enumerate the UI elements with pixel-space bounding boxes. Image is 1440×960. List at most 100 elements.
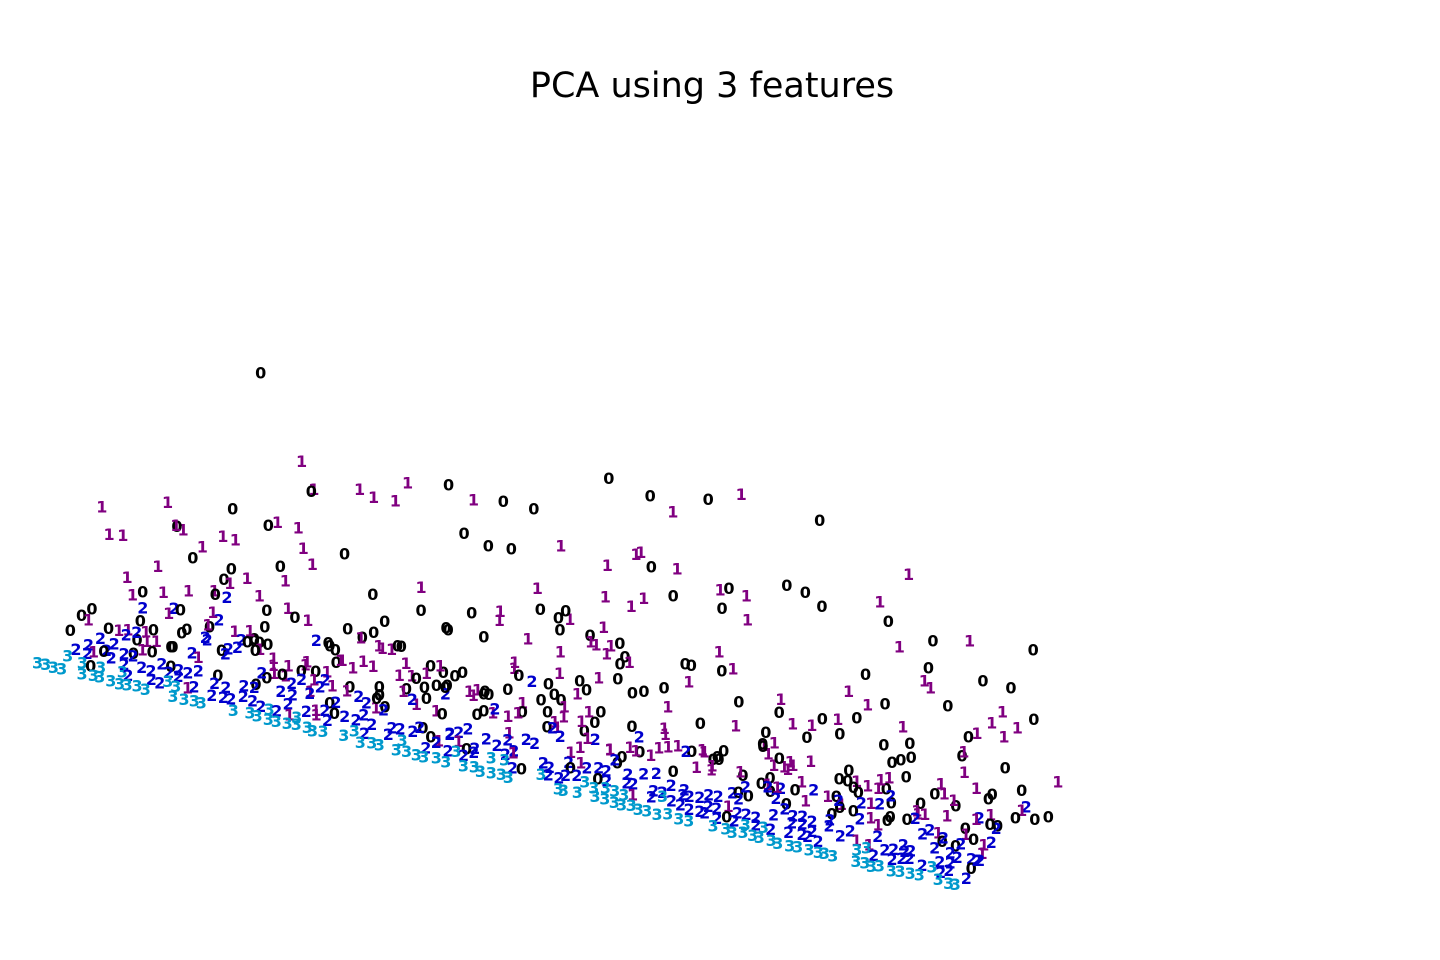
point-class-2: 2 bbox=[935, 863, 946, 882]
point-class-0: 0 bbox=[479, 682, 490, 701]
point-class-2: 2 bbox=[609, 750, 620, 769]
point-class-1: 1 bbox=[162, 493, 173, 512]
point-class-3: 3 bbox=[264, 700, 275, 719]
point-class-2: 2 bbox=[628, 775, 639, 794]
point-class-3: 3 bbox=[804, 841, 815, 860]
point-class-2: 2 bbox=[680, 742, 691, 761]
point-class-0: 0 bbox=[416, 601, 427, 620]
point-class-2: 2 bbox=[529, 734, 540, 753]
point-class-1: 1 bbox=[83, 610, 94, 629]
point-class-1: 1 bbox=[555, 537, 566, 556]
point-class-0: 0 bbox=[339, 545, 350, 564]
point-class-0: 0 bbox=[218, 570, 229, 589]
point-class-3: 3 bbox=[228, 701, 239, 720]
point-class-1: 1 bbox=[202, 615, 213, 634]
point-class-1: 1 bbox=[373, 636, 384, 655]
point-class-3: 3 bbox=[374, 736, 385, 755]
point-class-1: 1 bbox=[431, 701, 442, 720]
point-class-0: 0 bbox=[543, 675, 554, 694]
point-class-3: 3 bbox=[496, 765, 507, 784]
point-class-0: 0 bbox=[977, 671, 988, 690]
point-class-0: 0 bbox=[98, 642, 109, 661]
point-class-0: 0 bbox=[498, 492, 509, 511]
point-class-1: 1 bbox=[229, 622, 240, 641]
point-class-1: 1 bbox=[487, 704, 498, 723]
point-class-0: 0 bbox=[883, 612, 894, 631]
point-class-1: 1 bbox=[865, 808, 876, 827]
point-class-2: 2 bbox=[83, 635, 94, 654]
point-class-0: 0 bbox=[659, 678, 670, 697]
point-class-1: 1 bbox=[269, 664, 280, 683]
point-class-0: 0 bbox=[716, 662, 727, 681]
point-class-0: 0 bbox=[589, 713, 600, 732]
point-class-0: 0 bbox=[128, 644, 139, 663]
point-class-0: 0 bbox=[212, 666, 223, 685]
point-class-2: 2 bbox=[563, 753, 574, 772]
point-class-1: 1 bbox=[549, 713, 560, 732]
point-class-0: 0 bbox=[733, 783, 744, 802]
point-class-0: 0 bbox=[425, 656, 436, 675]
point-class-0: 0 bbox=[1028, 710, 1039, 729]
point-class-1: 1 bbox=[806, 716, 817, 735]
point-class-2: 2 bbox=[469, 739, 480, 758]
point-class-1: 1 bbox=[997, 702, 1008, 721]
point-class-2: 2 bbox=[378, 701, 389, 720]
point-class-2: 2 bbox=[666, 776, 677, 795]
point-class-2: 2 bbox=[694, 802, 705, 821]
point-class-0: 0 bbox=[929, 785, 940, 804]
point-class-2: 2 bbox=[440, 685, 451, 704]
point-class-0: 0 bbox=[616, 748, 627, 767]
point-class-0: 0 bbox=[774, 749, 785, 768]
point-class-2: 2 bbox=[904, 849, 915, 868]
point-class-0: 0 bbox=[478, 627, 489, 646]
point-class-2: 2 bbox=[657, 783, 668, 802]
point-class-0: 0 bbox=[765, 782, 776, 801]
point-class-0: 0 bbox=[686, 656, 697, 675]
point-class-1: 1 bbox=[398, 682, 409, 701]
point-class-3: 3 bbox=[819, 844, 830, 863]
point-class-1: 1 bbox=[897, 718, 908, 737]
point-class-1: 1 bbox=[400, 654, 411, 673]
point-class-2: 2 bbox=[386, 719, 397, 738]
point-class-2: 2 bbox=[824, 811, 835, 830]
point-class-0: 0 bbox=[603, 469, 614, 488]
point-class-0: 0 bbox=[801, 728, 812, 747]
point-class-3: 3 bbox=[302, 718, 313, 737]
point-class-3: 3 bbox=[599, 789, 610, 808]
point-class-0: 0 bbox=[461, 740, 472, 759]
point-class-2: 2 bbox=[732, 804, 743, 823]
point-class-2: 2 bbox=[885, 787, 896, 806]
point-class-0: 0 bbox=[443, 475, 454, 494]
point-class-0: 0 bbox=[851, 708, 862, 727]
point-class-2: 2 bbox=[256, 664, 267, 683]
point-class-1: 1 bbox=[785, 753, 796, 772]
point-class-0: 0 bbox=[517, 703, 528, 722]
point-class-2: 2 bbox=[213, 611, 224, 630]
point-class-0: 0 bbox=[289, 608, 300, 627]
point-class-0: 0 bbox=[968, 830, 979, 849]
point-class-3: 3 bbox=[366, 733, 377, 752]
point-class-1: 1 bbox=[600, 588, 611, 607]
point-class-1: 1 bbox=[197, 538, 208, 557]
point-class-0: 0 bbox=[757, 737, 768, 756]
point-class-1: 1 bbox=[683, 672, 694, 691]
point-class-3: 3 bbox=[282, 714, 293, 733]
point-class-2: 2 bbox=[638, 765, 649, 784]
point-class-2: 2 bbox=[458, 746, 469, 765]
point-class-0: 0 bbox=[86, 599, 97, 618]
point-class-0: 0 bbox=[686, 742, 697, 761]
point-class-0: 0 bbox=[733, 693, 744, 712]
point-class-1: 1 bbox=[296, 452, 307, 471]
point-class-0: 0 bbox=[425, 728, 436, 747]
point-class-1: 1 bbox=[113, 621, 124, 640]
point-class-0: 0 bbox=[367, 585, 378, 604]
point-class-1: 1 bbox=[862, 696, 873, 715]
point-class-2: 2 bbox=[699, 804, 710, 823]
point-class-1: 1 bbox=[691, 758, 702, 777]
point-class-3: 3 bbox=[411, 746, 422, 765]
point-class-2: 2 bbox=[82, 644, 93, 663]
point-class-0: 0 bbox=[210, 585, 221, 604]
point-class-1: 1 bbox=[660, 725, 671, 744]
point-class-2: 2 bbox=[808, 781, 819, 800]
